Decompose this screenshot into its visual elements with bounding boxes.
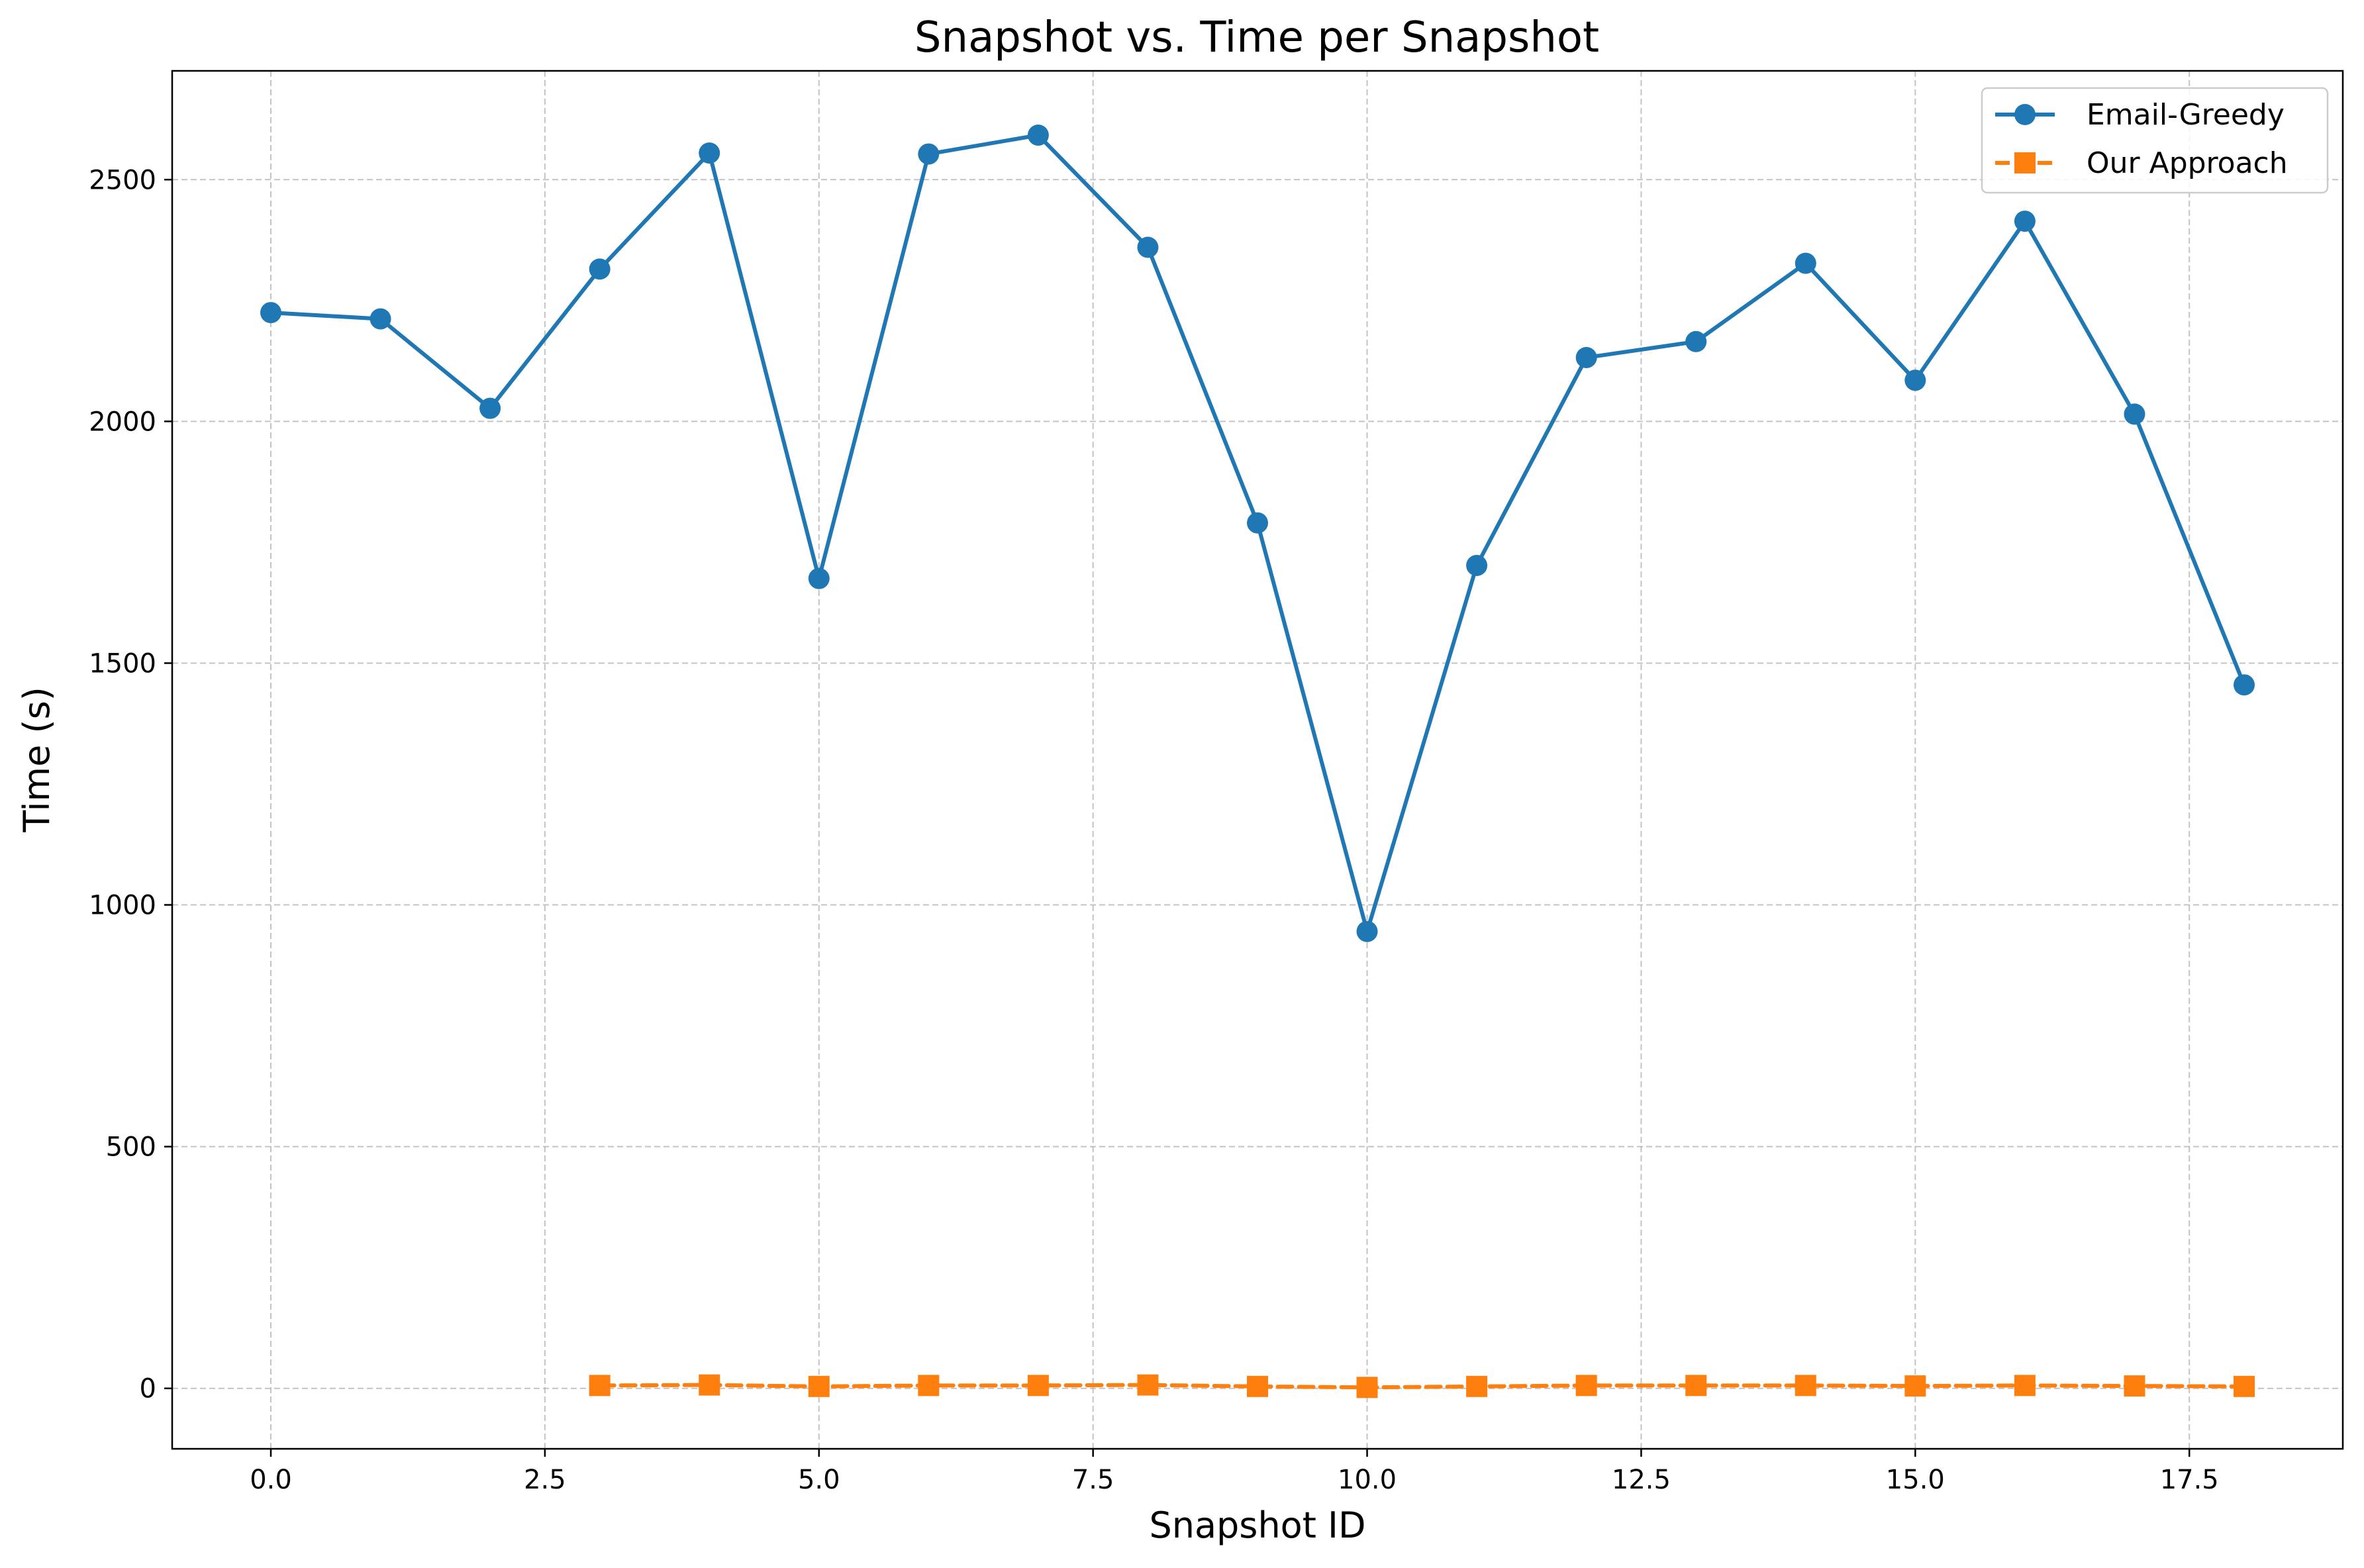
data-point xyxy=(369,308,391,330)
data-point xyxy=(1904,369,1926,391)
data-point xyxy=(808,567,830,589)
data-point xyxy=(808,1375,830,1397)
x-tick-label: 2.5 xyxy=(524,1465,566,1495)
data-point xyxy=(1356,1377,1378,1398)
y-tick-label: 500 xyxy=(106,1132,156,1163)
x-tick-label: 12.5 xyxy=(1612,1465,1671,1495)
data-point xyxy=(1137,236,1159,258)
series-our-approach xyxy=(589,1374,2255,1398)
data-point xyxy=(1575,346,1597,368)
data-point xyxy=(260,302,281,324)
y-tick-label: 1500 xyxy=(89,648,156,679)
x-tick-label: 15.0 xyxy=(1886,1465,1945,1495)
data-point xyxy=(2014,1375,2036,1396)
x-axis-title: Snapshot ID xyxy=(1149,1504,1365,1546)
legend-label: Our Approach xyxy=(2087,146,2288,180)
data-point xyxy=(1685,1375,1707,1396)
data-point xyxy=(2234,674,2255,696)
data-point xyxy=(1027,1375,1049,1396)
data-point xyxy=(1795,252,1816,274)
series-email-greedy xyxy=(260,124,2255,942)
legend-label: Email-Greedy xyxy=(2087,98,2285,132)
data-point xyxy=(1904,1375,1926,1397)
y-tick-label: 2000 xyxy=(89,407,156,437)
data-point xyxy=(1247,1375,1268,1397)
grid xyxy=(172,71,2343,1449)
x-tick-label: 17.5 xyxy=(2160,1465,2219,1495)
plot-frame xyxy=(171,70,2344,1450)
data-point xyxy=(479,397,501,419)
y-axis-title: Time (s) xyxy=(16,687,58,833)
data-point xyxy=(2234,1375,2255,1397)
data-point xyxy=(1466,1375,1488,1397)
x-tick-label: 10.0 xyxy=(1338,1465,1397,1495)
data-point xyxy=(699,1374,720,1396)
chart-title: Snapshot vs. Time per Snapshot xyxy=(914,13,1599,62)
series-layer xyxy=(260,124,2255,1398)
data-point xyxy=(1795,1375,1816,1396)
legend-marker xyxy=(2014,152,2036,173)
data-point xyxy=(1466,554,1488,576)
data-point xyxy=(1137,1374,1159,1396)
series-line xyxy=(597,1383,2246,1390)
data-point xyxy=(2124,1375,2145,1397)
data-point xyxy=(589,1375,611,1396)
data-point xyxy=(2124,403,2145,425)
data-point xyxy=(1027,124,1049,146)
data-point xyxy=(1575,1375,1597,1396)
y-tick-label: 0 xyxy=(140,1374,156,1404)
ticks: 0.0 2.5 5.0 7.5 10.0 12.5 15.0 17.5 0 500 1000 1500… xyxy=(89,165,2219,1495)
data-point xyxy=(918,143,940,165)
data-point xyxy=(699,142,720,164)
data-point xyxy=(1247,512,1268,534)
data-point xyxy=(2014,211,2036,232)
x-tick-label: 5.0 xyxy=(798,1465,840,1495)
legend-marker xyxy=(2014,104,2036,125)
x-tick-label: 7.5 xyxy=(1072,1465,1114,1495)
data-point xyxy=(1356,920,1378,942)
y-tick-label: 2500 xyxy=(89,165,156,195)
x-tick-label: 0.0 xyxy=(250,1465,292,1495)
legend: Email-Greedy Our Approach xyxy=(1981,87,2329,194)
data-point xyxy=(918,1375,940,1396)
legend-box xyxy=(1981,87,2329,194)
data-point xyxy=(589,258,611,280)
y-tick-label: 1000 xyxy=(89,891,156,921)
data-point xyxy=(1685,330,1707,352)
